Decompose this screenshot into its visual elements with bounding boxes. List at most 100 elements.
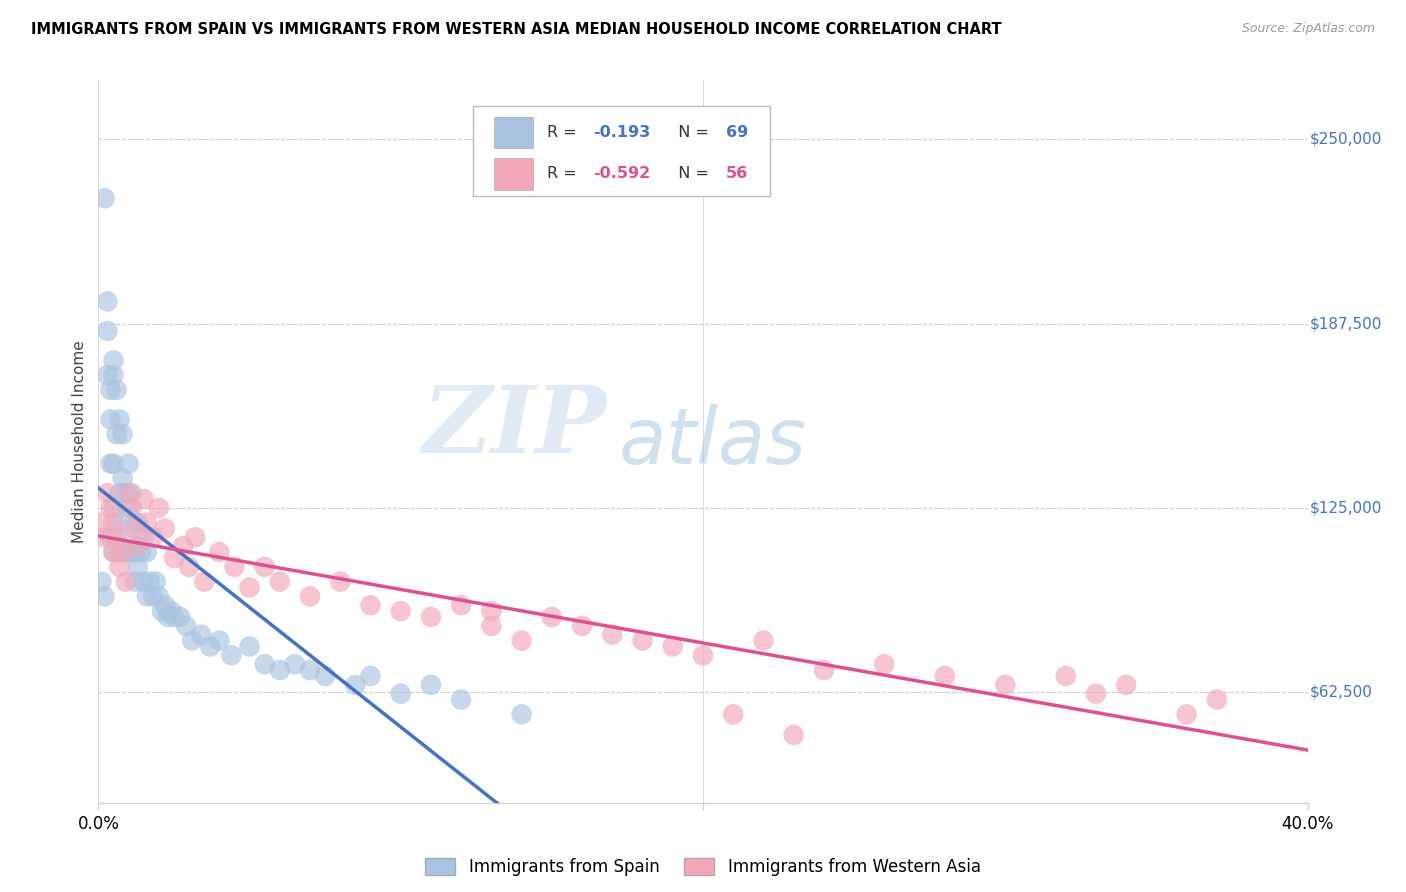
Point <box>169 610 191 624</box>
Point <box>150 604 173 618</box>
Point <box>190 628 212 642</box>
Legend: Immigrants from Spain, Immigrants from Western Asia: Immigrants from Spain, Immigrants from W… <box>419 851 987 882</box>
Point <box>108 486 131 500</box>
Point <box>103 545 125 559</box>
Point <box>114 530 136 544</box>
Point <box>389 687 412 701</box>
Point <box>139 574 162 589</box>
Point <box>114 574 136 589</box>
Point <box>172 539 194 553</box>
Text: $125,000: $125,000 <box>1310 500 1382 516</box>
Point <box>269 663 291 677</box>
Point <box>783 728 806 742</box>
Point <box>344 678 367 692</box>
Point <box>135 545 157 559</box>
Text: 56: 56 <box>725 167 748 181</box>
Text: IMMIGRANTS FROM SPAIN VS IMMIGRANTS FROM WESTERN ASIA MEDIAN HOUSEHOLD INCOME CO: IMMIGRANTS FROM SPAIN VS IMMIGRANTS FROM… <box>31 22 1001 37</box>
Text: R =: R = <box>547 167 582 181</box>
Point <box>193 574 215 589</box>
Point <box>114 486 136 500</box>
Point <box>132 530 155 544</box>
Point <box>127 539 149 553</box>
Point <box>389 604 412 618</box>
Point <box>135 516 157 530</box>
Point <box>121 486 143 500</box>
Point <box>450 598 472 612</box>
Point <box>540 610 562 624</box>
Point <box>813 663 835 677</box>
Point <box>103 368 125 383</box>
Point <box>93 530 115 544</box>
Point <box>96 486 118 500</box>
Point <box>127 560 149 574</box>
Point <box>510 633 533 648</box>
Point <box>156 610 179 624</box>
Point <box>224 560 246 574</box>
Point <box>481 619 503 633</box>
Point <box>602 628 624 642</box>
Point <box>105 530 128 544</box>
Point <box>481 604 503 618</box>
Point <box>631 633 654 648</box>
Point <box>100 383 122 397</box>
Point <box>1115 678 1137 692</box>
Text: atlas: atlas <box>619 403 806 480</box>
Point <box>934 669 956 683</box>
FancyBboxPatch shape <box>474 105 769 196</box>
Point <box>90 574 112 589</box>
Point <box>100 457 122 471</box>
Point <box>103 457 125 471</box>
Point <box>174 619 197 633</box>
Point <box>253 657 276 672</box>
Point <box>329 574 352 589</box>
Point <box>208 633 231 648</box>
Point <box>723 707 745 722</box>
Point <box>129 545 152 559</box>
Text: -0.592: -0.592 <box>593 167 650 181</box>
Text: Source: ZipAtlas.com: Source: ZipAtlas.com <box>1241 22 1375 36</box>
Point <box>1085 687 1108 701</box>
Point <box>269 574 291 589</box>
Point <box>90 516 112 530</box>
Point <box>124 574 146 589</box>
Point <box>153 522 176 536</box>
Point <box>360 598 382 612</box>
Point <box>96 324 118 338</box>
Point <box>160 604 183 618</box>
Point <box>105 427 128 442</box>
Point <box>108 412 131 426</box>
Text: $250,000: $250,000 <box>1310 132 1382 147</box>
Point <box>200 640 222 654</box>
Point <box>184 530 207 544</box>
Text: R =: R = <box>547 125 582 140</box>
Point <box>450 692 472 706</box>
Text: 69: 69 <box>725 125 748 140</box>
Point <box>420 610 443 624</box>
Point <box>118 500 141 515</box>
Point <box>100 500 122 515</box>
Point <box>208 545 231 559</box>
Y-axis label: Median Household Income: Median Household Income <box>72 340 87 543</box>
Point <box>360 669 382 683</box>
Point <box>571 619 593 633</box>
Point <box>299 590 322 604</box>
Text: $187,500: $187,500 <box>1310 316 1382 331</box>
Point <box>420 678 443 692</box>
Point <box>124 545 146 559</box>
Point <box>121 500 143 515</box>
Point <box>93 191 115 205</box>
Point <box>179 560 201 574</box>
Point <box>163 551 186 566</box>
Point <box>163 610 186 624</box>
Point <box>96 294 118 309</box>
Point <box>148 500 170 515</box>
Point <box>132 574 155 589</box>
Point <box>96 368 118 383</box>
Text: ZIP: ZIP <box>422 382 606 472</box>
Point <box>752 633 775 648</box>
Point <box>124 516 146 530</box>
Point <box>135 590 157 604</box>
Point <box>148 590 170 604</box>
Point <box>105 516 128 530</box>
Point <box>111 471 134 485</box>
